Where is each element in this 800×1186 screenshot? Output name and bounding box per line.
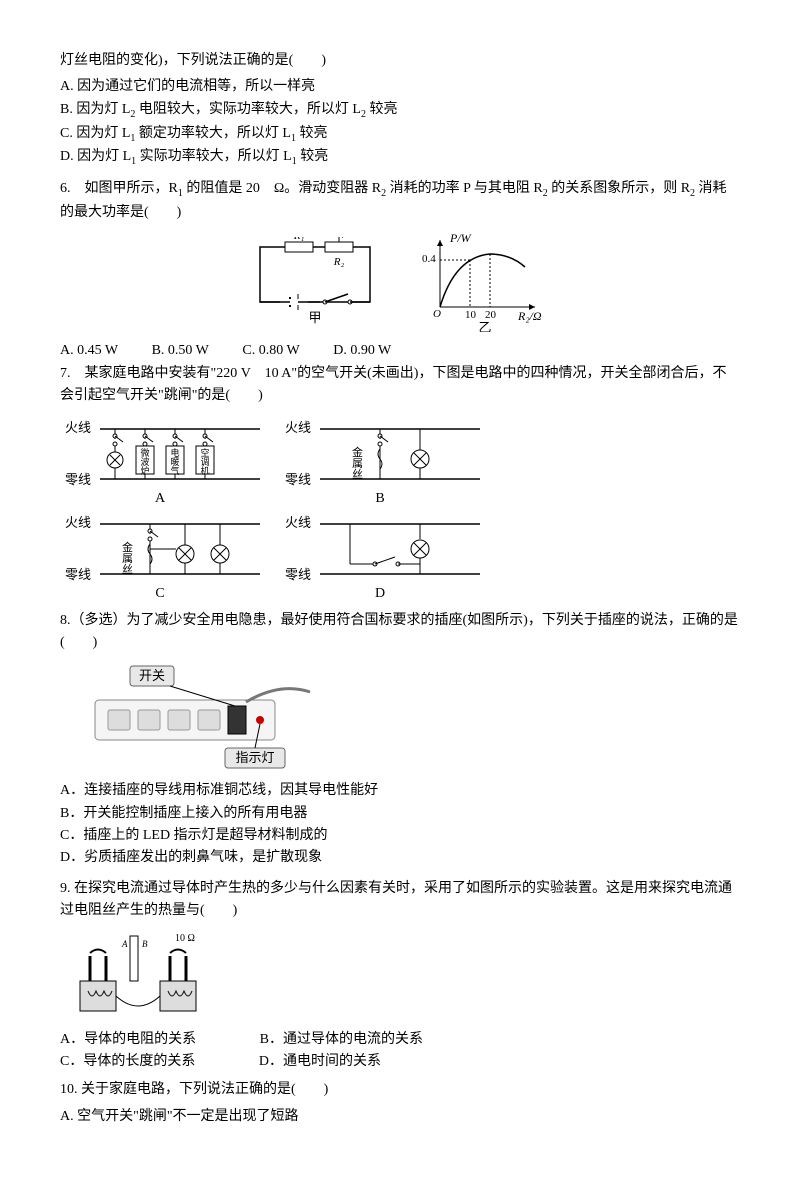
svg-text:乙: 乙: [478, 320, 491, 332]
svg-text:火线: 火线: [65, 515, 91, 530]
svg-text:火线: 火线: [65, 420, 91, 435]
q5-optB: B. 因为灯 L2 电阻较大，实际功率较大，所以灯 L2 较亮: [60, 99, 740, 123]
q6-circuit-svg: R₁ R₂ 甲: [250, 237, 380, 327]
svg-text:指示灯: 指示灯: [235, 750, 274, 765]
q8-optA: A．连接插座的导线用标准铜芯线，因其导电性能好: [60, 780, 740, 802]
q6-graph-svg: P/W R₂/Ω 0.4 O 10 20 乙: [420, 232, 550, 332]
svg-text:零线: 零线: [285, 472, 311, 487]
q9-stem: 9. 在探究电流通过导体时产生热的多少与什么因素有关时，采用了如图所示的实验装置…: [60, 878, 740, 923]
q6-optC: C. 0.80 W: [242, 343, 299, 358]
q10-optA: A. 空气开关"跳闸"不一定是出现了短路: [60, 1106, 740, 1128]
svg-text:B: B: [375, 491, 384, 506]
q8-optB: B．开关能控制插座上接入的所有用电器: [60, 803, 740, 825]
svg-text:D: D: [375, 586, 385, 601]
q7-figD: 火线 零线 D: [280, 509, 500, 604]
q6-options: A. 0.45 W B. 0.50 W C. 0.80 W D. 0.90 W: [60, 340, 740, 362]
svg-text:金: 金: [352, 445, 363, 459]
svg-text:C: C: [155, 586, 164, 601]
svg-text:B: B: [142, 939, 148, 949]
svg-text:R₁: R₁: [293, 237, 305, 242]
svg-text:R₂: R₂: [333, 256, 345, 268]
q7-stem: 7. 某家庭电路中安装有"220 V 10 A"的空气开关(未画出)，下图是电路…: [60, 363, 740, 408]
svg-text:丝: 丝: [122, 563, 133, 576]
svg-text:零线: 零线: [285, 567, 311, 582]
q9-optB: B．通过导体的电流的关系: [260, 1032, 423, 1047]
svg-text:火线: 火线: [285, 515, 311, 530]
q9-optD: D．通电时间的关系: [259, 1054, 381, 1069]
q7-figures: 火线 零线 微波炉: [60, 414, 510, 604]
q5-optA: A. 因为通过它们的电流相等，所以一样亮: [60, 76, 740, 98]
svg-text:P/W: P/W: [449, 232, 472, 245]
svg-text:丝: 丝: [352, 468, 363, 481]
q8-stem: 8.（多选）为了减少安全用电隐患，最好使用符合国标要求的插座(如图所示)，下列关…: [60, 610, 740, 655]
svg-text:A: A: [155, 491, 166, 506]
q8-optC: C．插座上的 LED 指示灯是超导材料制成的: [60, 825, 740, 847]
svg-text:0.4: 0.4: [422, 253, 436, 265]
q8-optD: D．劣质插座发出的刺鼻气味，是扩散现象: [60, 847, 740, 869]
svg-text:甲: 甲: [308, 310, 321, 325]
svg-text:R₂/Ω: R₂/Ω: [517, 309, 542, 323]
q9-optA: A．导体的电阻的关系: [60, 1032, 196, 1047]
q6-optA: A. 0.45 W: [60, 343, 118, 358]
q7-figC: 火线 零线 金属丝: [60, 509, 280, 604]
svg-text:10: 10: [465, 309, 477, 321]
q9-optC: C．导体的长度的关系: [60, 1054, 195, 1069]
svg-text:零线: 零线: [65, 567, 91, 582]
q9-figure: A B 10 Ω: [60, 931, 740, 1021]
q6-optD: D. 0.90 W: [333, 343, 391, 358]
q6-stem: 6. 如图甲所示，R1 的阻值是 20 Ω。滑动变阻器 R2 消耗的功率 P 与…: [60, 178, 740, 224]
q5-optC: C. 因为灯 L1 额定功率较大，所以灯 L1 较亮: [60, 123, 740, 147]
svg-text:金: 金: [122, 540, 133, 554]
q9-options: A．导体的电阻的关系 B．通过导体的电流的关系 C．导体的长度的关系 D．通电时…: [60, 1029, 740, 1074]
q8-figure: 开关 指示灯: [60, 662, 740, 772]
svg-text:零线: 零线: [65, 472, 91, 487]
q10-stem: 10. 关于家庭电路，下列说法正确的是( ): [60, 1079, 740, 1101]
q5-optD: D. 因为灯 L1 实际功率较大，所以灯 L1 较亮: [60, 146, 740, 170]
svg-text:开关: 开关: [139, 668, 165, 683]
q6-figure: R₁ R₂ 甲 P/W R₂/Ω 0.4 O 10 20 乙: [60, 232, 740, 332]
svg-text:O: O: [433, 308, 441, 320]
svg-text:火线: 火线: [285, 420, 311, 435]
q5-stem: 灯丝电阻的变化)，下列说法正确的是( ): [60, 50, 740, 72]
q5-options: A. 因为通过它们的电流相等，所以一样亮 B. 因为灯 L2 电阻较大，实际功率…: [60, 76, 740, 170]
svg-text:10 Ω: 10 Ω: [175, 933, 195, 944]
q10-options: A. 空气开关"跳闸"不一定是出现了短路: [60, 1106, 740, 1128]
q7-figA: 火线 零线 微波炉: [60, 414, 280, 509]
q7-figB: 火线 零线 金属丝 B: [280, 414, 500, 509]
q8-options: A．连接插座的导线用标准铜芯线，因其导电性能好 B．开关能控制插座上接入的所有用…: [60, 780, 740, 870]
q6-optB: B. 0.50 W: [152, 343, 209, 358]
svg-text:A: A: [121, 939, 128, 949]
